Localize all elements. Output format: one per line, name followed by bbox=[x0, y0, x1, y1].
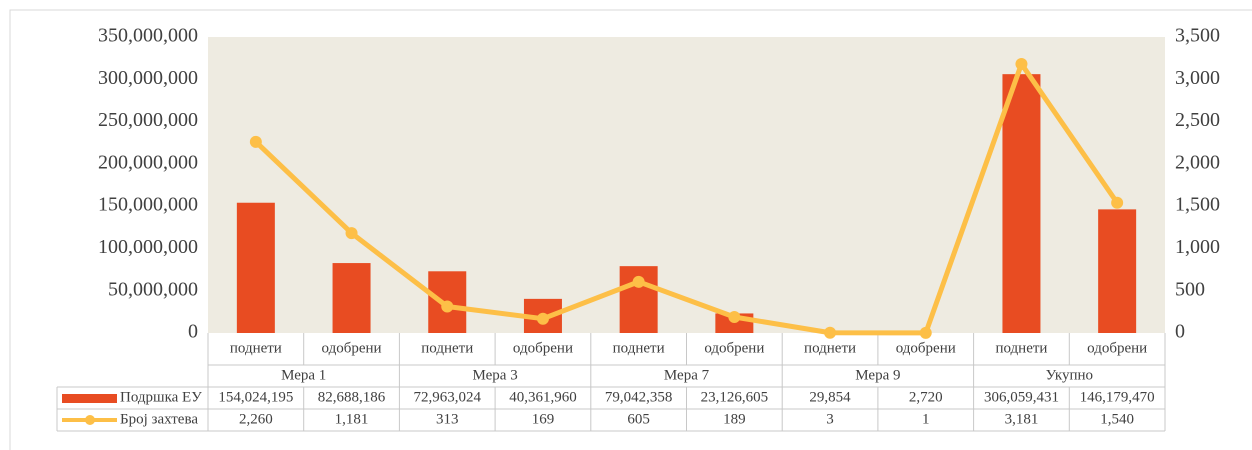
line bbox=[254, 61, 1120, 336]
legend-key bbox=[85, 415, 95, 425]
y-tick-label: 0 bbox=[188, 321, 198, 343]
x-tick-label: поднети bbox=[421, 340, 473, 356]
y-tick-label: 150,000,000 bbox=[98, 194, 198, 216]
table-value: 3 bbox=[826, 411, 834, 427]
x-tick-label: одобрени bbox=[513, 340, 573, 356]
line-marker bbox=[824, 326, 837, 339]
x-tick-label: одобрени bbox=[1087, 340, 1147, 356]
table-value: 2,720 bbox=[909, 389, 943, 405]
group-label: Мера 9 bbox=[855, 367, 900, 383]
line-marker bbox=[536, 312, 549, 325]
x-tick-label: поднети bbox=[613, 340, 665, 356]
legend-label: Број захтева bbox=[120, 411, 198, 427]
y2-tick-label: 2,500 bbox=[1175, 109, 1220, 131]
line-marker bbox=[441, 300, 454, 313]
y-tick-label: 350,000,000 bbox=[98, 25, 198, 47]
bar bbox=[332, 263, 371, 333]
x-tick-label: поднети bbox=[804, 340, 856, 356]
line-marker bbox=[249, 135, 262, 148]
line-marker bbox=[728, 311, 741, 324]
bar bbox=[236, 202, 275, 333]
y-tick-label: 200,000,000 bbox=[98, 151, 198, 173]
line-marker bbox=[345, 227, 358, 240]
line-marker bbox=[1111, 196, 1124, 209]
line-marker bbox=[919, 326, 932, 339]
table-value: 1,181 bbox=[335, 411, 369, 427]
table-value: 1 bbox=[922, 411, 930, 427]
legend-key bbox=[62, 394, 117, 403]
table-value: 23,126,605 bbox=[701, 389, 769, 405]
x-tick-label: одобрени bbox=[322, 340, 382, 356]
bar bbox=[1098, 209, 1137, 333]
y-tick-label: 100,000,000 bbox=[98, 236, 198, 258]
group-label: Мера 1 bbox=[281, 367, 326, 383]
y-tick-label: 300,000,000 bbox=[98, 67, 198, 89]
table-value: 1,540 bbox=[1100, 411, 1134, 427]
y2-tick-label: 3,500 bbox=[1175, 25, 1220, 47]
x-tick-label: поднети bbox=[230, 340, 282, 356]
table-value: 72,963,024 bbox=[414, 389, 482, 405]
y2-tick-label: 3,000 bbox=[1175, 67, 1220, 89]
bar bbox=[1002, 74, 1041, 333]
y2-tick-label: 1,500 bbox=[1175, 194, 1220, 216]
line-marker bbox=[1015, 57, 1028, 70]
table-value: 79,042,358 bbox=[605, 389, 673, 405]
group-label: Мера 7 bbox=[664, 367, 710, 383]
table-value: 605 bbox=[627, 411, 650, 427]
x-tick-label: поднети bbox=[995, 340, 1047, 356]
table-value: 306,059,431 bbox=[984, 389, 1059, 405]
table-value: 82,688,186 bbox=[318, 389, 386, 405]
table-value: 29,854 bbox=[809, 389, 851, 405]
y2-tick-label: 0 bbox=[1175, 321, 1185, 343]
table-value: 2,260 bbox=[239, 411, 273, 427]
table-value: 189 bbox=[723, 411, 746, 427]
table-value: 3,181 bbox=[1005, 411, 1039, 427]
table-value: 169 bbox=[532, 411, 555, 427]
y2-tick-label: 500 bbox=[1175, 278, 1205, 300]
line-marker bbox=[632, 275, 645, 288]
group-label: Мера 3 bbox=[472, 367, 517, 383]
table-value: 313 bbox=[436, 411, 459, 427]
y-tick-label: 250,000,000 bbox=[98, 109, 198, 131]
x-tick-label: одобрени bbox=[704, 340, 764, 356]
y-tick-label: 50,000,000 bbox=[108, 278, 198, 300]
table-value: 40,361,960 bbox=[509, 389, 577, 405]
table-value: 154,024,195 bbox=[218, 389, 293, 405]
x-tick-label: одобрени bbox=[896, 340, 956, 356]
y2-tick-label: 2,000 bbox=[1175, 151, 1220, 173]
legend-label: Подршка ЕУ bbox=[120, 389, 202, 405]
y2-tick-label: 1,000 bbox=[1175, 236, 1220, 258]
group-label: Укупно bbox=[1046, 367, 1093, 383]
table-value: 146,179,470 bbox=[1080, 389, 1155, 405]
chart-frame bbox=[9, 9, 1252, 450]
